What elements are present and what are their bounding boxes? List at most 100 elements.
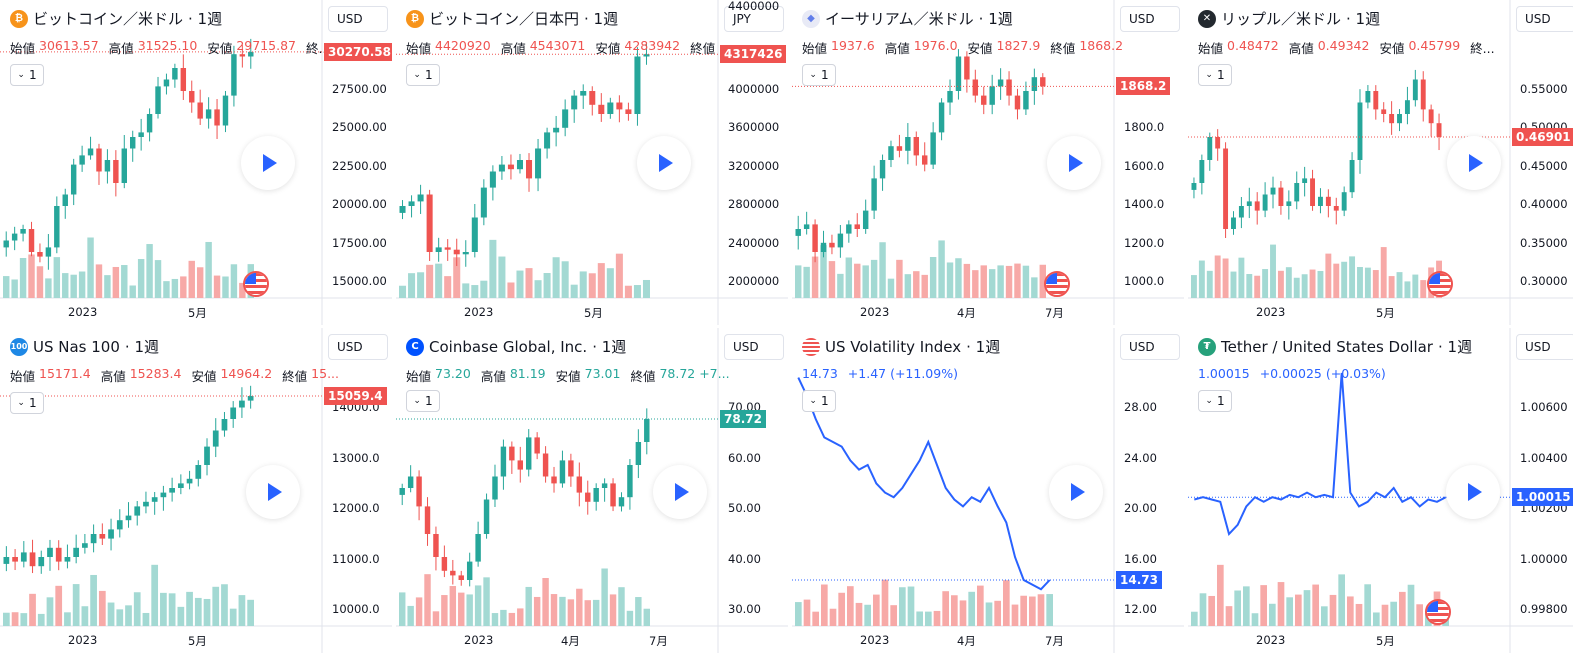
symbol-interval: · 1週 xyxy=(1346,10,1381,28)
candle-body xyxy=(1436,123,1442,137)
candle-body xyxy=(399,488,405,495)
candle-body xyxy=(104,160,111,172)
candle-body xyxy=(896,146,903,151)
candle-body xyxy=(121,148,127,183)
candle-body xyxy=(475,534,481,562)
interval-dropdown[interactable]: ⌄ 1 xyxy=(10,64,44,86)
last-price-tag: 1.00015 xyxy=(1512,488,1573,507)
chart-panel-ethusd[interactable]: ◆ イーサリアム／米ドル · 1週 始値 1937.6 高値 1976.0 安値 1827.9 終… xyxy=(792,0,1184,325)
interval-value: 1 xyxy=(1216,68,1225,82)
volume-bar xyxy=(1312,584,1319,626)
candle-body xyxy=(1199,160,1205,183)
play-button[interactable] xyxy=(246,465,300,519)
volume-bar xyxy=(584,600,591,626)
play-button[interactable] xyxy=(637,136,691,190)
interval-dropdown[interactable]: ⌄ 1 xyxy=(1198,390,1232,412)
candle-body xyxy=(1310,178,1315,206)
interval-dropdown[interactable]: ⌄ 1 xyxy=(406,64,440,86)
price-axis-label: 24.00 xyxy=(1124,450,1157,465)
volume-bar xyxy=(985,602,993,626)
time-axis-label: 2023 xyxy=(860,305,890,319)
us-flag-event-icon[interactable] xyxy=(1425,599,1451,625)
chart-panel-usdt[interactable]: ₮ Tether / United States Dollar · 1週 1.0001… xyxy=(1188,328,1573,653)
volume-bar xyxy=(424,574,431,626)
us-flag-event-icon[interactable] xyxy=(1427,271,1453,297)
candle-body xyxy=(453,249,460,255)
chart-panel-xrpusd[interactable]: ✕ リップル／米ドル · 1週 始値 0.48472 高値 0.49342 安値 0.45799… xyxy=(1188,0,1573,325)
symbol-title[interactable]: C Coinbase Global, Inc. · 1週 xyxy=(406,336,626,357)
candle-body xyxy=(1325,196,1331,206)
ohlc-label: 始値 xyxy=(406,369,432,384)
symbol-title[interactable]: ₿ ビットコイン／日本円 · 1週 xyxy=(406,8,618,29)
candle-body xyxy=(947,91,953,103)
ohlc-value: 0.48472 xyxy=(1227,38,1279,53)
ohlc-label: 高値 xyxy=(480,369,506,384)
chart-panel-vix[interactable]: US Volatility Index · 1週 14.73 +1.47 (+11.0… xyxy=(792,328,1184,653)
symbol-name: イーサリアム／米ドル xyxy=(825,10,974,28)
ohlc-label: 高値 xyxy=(500,41,526,56)
interval-dropdown[interactable]: ⌄ 1 xyxy=(406,390,440,412)
play-button[interactable] xyxy=(1047,136,1101,190)
volume-bar xyxy=(601,568,608,626)
volume-bar xyxy=(87,237,94,298)
play-button[interactable] xyxy=(241,136,295,190)
bitcoin-icon: ₿ xyxy=(406,9,424,28)
candle-body xyxy=(483,499,490,534)
volume-bar xyxy=(435,263,443,298)
volume-bar xyxy=(507,282,515,298)
volume-bar xyxy=(855,602,863,626)
us-flag-event-icon[interactable] xyxy=(243,271,269,297)
interval-dropdown[interactable]: ⌄ 1 xyxy=(802,64,836,86)
currency-selector[interactable]: USD xyxy=(328,6,388,32)
symbol-title[interactable]: 100 US Nas 100 · 1週 xyxy=(10,336,159,357)
symbol-title[interactable]: ◆ イーサリアム／米ドル · 1週 xyxy=(802,8,1013,29)
chart-panel-btcusd[interactable]: ₿ ビットコイン／米ドル · 1週 始値 30613.57 高値 31525.10 安値 297… xyxy=(0,0,392,325)
volume-bar xyxy=(462,283,470,298)
chart-panel-btcjpy[interactable]: ₿ ビットコイン／日本円 · 1週 始値 4420920 高値 4543071 安値 42839… xyxy=(396,0,788,325)
currency-selector[interactable]: JPY xyxy=(724,6,784,32)
interval-dropdown[interactable]: ⌄ 1 xyxy=(1198,64,1232,86)
symbol-title[interactable]: ₮ Tether / United States Dollar · 1週 xyxy=(1198,336,1472,357)
play-icon xyxy=(1468,483,1482,501)
symbol-title[interactable]: US Volatility Index · 1週 xyxy=(802,336,1000,357)
currency-selector[interactable]: USD xyxy=(724,334,784,360)
currency-selector[interactable]: USD xyxy=(1120,334,1180,360)
time-axis-label: 2023 xyxy=(1256,305,1286,319)
play-button[interactable] xyxy=(1447,136,1501,190)
candle-body xyxy=(239,400,245,408)
currency-selector[interactable]: USD xyxy=(1516,334,1573,360)
volume-bar xyxy=(78,271,86,298)
currency-selector[interactable]: USD xyxy=(328,334,388,360)
interval-dropdown[interactable]: ⌄ 1 xyxy=(802,390,836,412)
candle-body xyxy=(113,160,119,183)
volume-bar xyxy=(829,608,837,626)
play-button[interactable] xyxy=(1049,465,1103,519)
candle-body xyxy=(433,534,439,557)
chart-panel-coin[interactable]: C Coinbase Global, Inc. · 1週 始値 73.20 高値 81.19… xyxy=(396,328,788,653)
volume-bar xyxy=(1037,594,1045,626)
interval-dropdown[interactable]: ⌄ 1 xyxy=(10,392,44,414)
volume-bar xyxy=(458,592,465,626)
symbol-title[interactable]: ₿ ビットコイン／米ドル · 1週 xyxy=(10,8,222,29)
play-button[interactable] xyxy=(653,465,707,519)
ohlc-label: 安値 xyxy=(555,369,581,384)
volume-bar xyxy=(803,266,810,298)
candle-body xyxy=(989,86,995,105)
currency-selector[interactable]: USD xyxy=(1120,6,1180,32)
us-flag-event-icon[interactable] xyxy=(1044,271,1070,297)
volume-bar xyxy=(1286,597,1293,626)
play-icon xyxy=(268,483,282,501)
ohlc-value: +0.00025 (+0.03%) xyxy=(1259,366,1386,381)
symbol-title[interactable]: ✕ リップル／米ドル · 1週 xyxy=(1198,8,1380,29)
play-button[interactable] xyxy=(1446,465,1500,519)
volume-bar xyxy=(480,280,488,298)
price-axis-label: 12000.0 xyxy=(332,501,380,515)
volume-bar xyxy=(104,275,111,298)
chart-panel-nas100[interactable]: 100 US Nas 100 · 1週 始値 15171.4 高値 15283.4 安値 149… xyxy=(0,328,392,653)
volume-bar xyxy=(592,599,600,626)
currency-selector[interactable]: USD xyxy=(1516,6,1573,32)
last-price-tag: 78.72 xyxy=(720,410,766,428)
volume-bar xyxy=(1254,275,1261,298)
candle-body xyxy=(155,86,161,114)
